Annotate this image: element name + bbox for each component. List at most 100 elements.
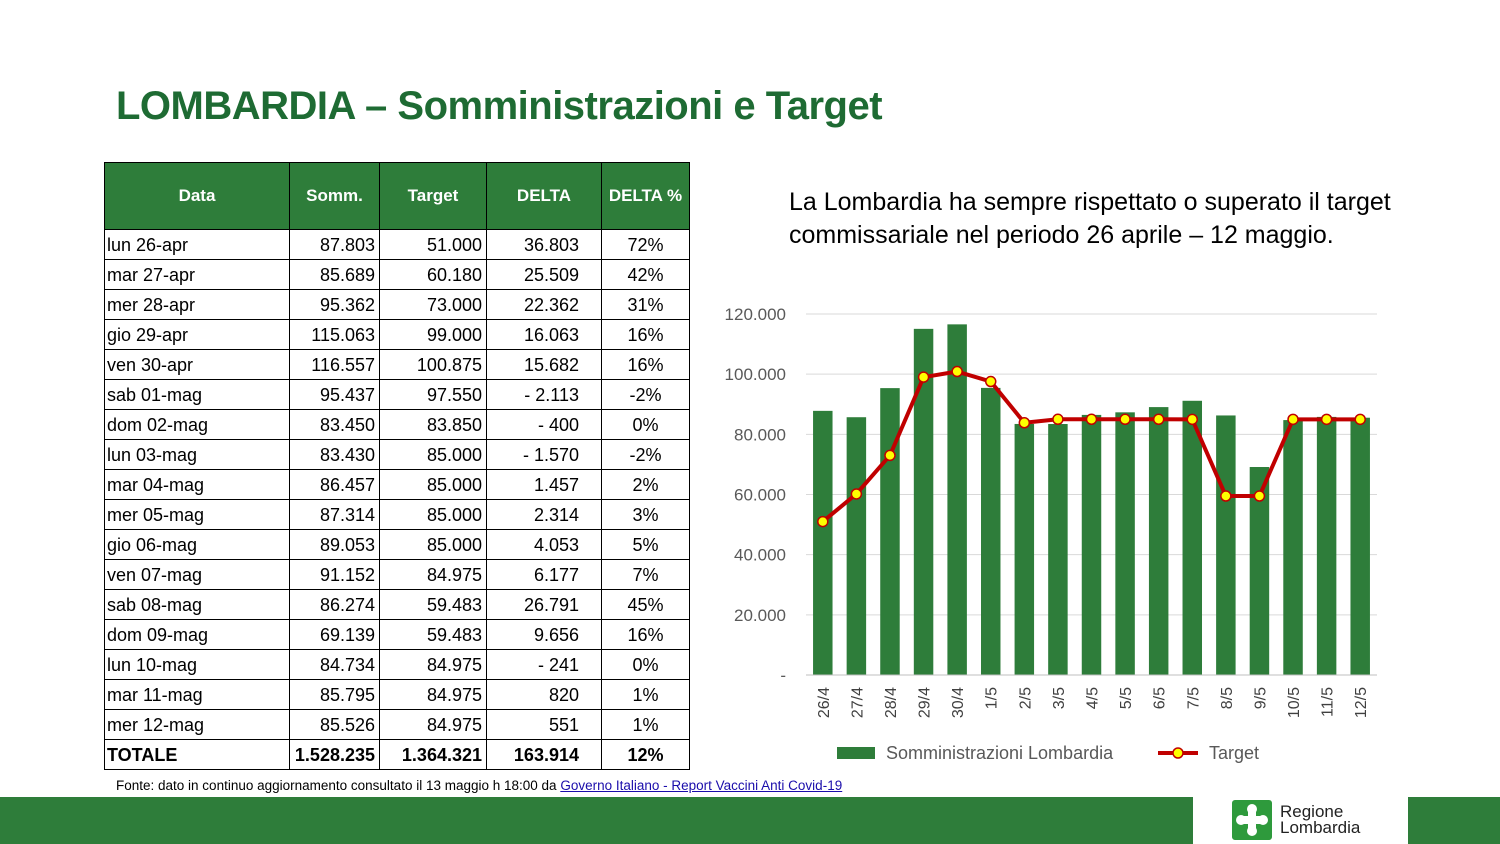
table-cell: 86.457 (289, 469, 380, 500)
table-cell: mar 27-apr (104, 259, 290, 290)
x-tick-label: 6/5 (1152, 687, 1169, 709)
source-link[interactable]: Governo Italiano - Report Vaccini Anti C… (560, 778, 843, 793)
bar (1081, 414, 1102, 675)
table-cell: sab 08-mag (104, 589, 290, 620)
legend-bar-swatch (837, 747, 875, 759)
bar (1249, 467, 1270, 675)
bar (1014, 423, 1035, 675)
table-cell: 16.063 (486, 319, 602, 350)
logo-line1: Regione (1280, 802, 1344, 821)
table-cell: - 2.113 (486, 379, 602, 410)
footer-bar-right (1408, 797, 1500, 844)
table-cell: 85.000 (379, 499, 487, 530)
table-cell: mar 11-mag (104, 679, 290, 710)
table-cell: 85.689 (289, 259, 380, 290)
x-tick-label: 12/5 (1353, 687, 1370, 718)
table-cell: 85.000 (379, 439, 487, 470)
target-point (884, 449, 896, 462)
table-cell: ven 30-apr (104, 349, 290, 380)
x-tick-label: 30/4 (950, 687, 967, 718)
table-cell: 100.875 (379, 349, 487, 380)
bar (846, 417, 867, 675)
table-cell: 91.152 (289, 559, 380, 590)
x-tick-label: 10/5 (1286, 687, 1303, 718)
table-cell: 22.362 (486, 289, 602, 320)
table-cell: 0% (601, 649, 690, 680)
x-tick-label: 3/5 (1051, 687, 1068, 709)
header-target: Target (379, 162, 487, 230)
table-cell: 3% (601, 499, 690, 530)
table-cell: 72% (601, 229, 690, 260)
x-tick-label: 29/4 (917, 687, 934, 718)
table-row: gio 06-mag 89.053 85.000 4.053 5% (104, 529, 690, 560)
table-cell: mar 04-mag (104, 469, 290, 500)
table-cell: 85.000 (379, 529, 487, 560)
table-cell: - 241 (486, 649, 602, 680)
table-cell: 16% (601, 349, 690, 380)
y-tick-label: 40.000 (734, 546, 786, 565)
target-point (951, 365, 963, 378)
footer-bar-left (0, 797, 1193, 844)
table-cell: sab 01-mag (104, 379, 290, 410)
table-row: mar 11-mag 85.795 84.975 820 1% (104, 679, 690, 710)
table-cell: 6.177 (486, 559, 602, 590)
table-cell: 551 (486, 709, 602, 740)
x-tick-label: 27/4 (849, 687, 866, 718)
table-cell: 59.483 (379, 589, 487, 620)
table-cell: 95.437 (289, 379, 380, 410)
target-point (1152, 413, 1165, 426)
total-cell: TOTALE (104, 739, 290, 770)
table-row: ven 07-mag 91.152 84.975 6.177 7% (104, 559, 690, 590)
y-tick-label: 20.000 (734, 606, 786, 625)
header-data: Data (104, 162, 290, 230)
header-somm: Somm. (289, 162, 380, 230)
x-tick-label: 8/5 (1219, 687, 1236, 709)
table-cell: 42% (601, 259, 690, 290)
table-cell: 83.430 (289, 439, 380, 470)
table-row: dom 09-mag 69.139 59.483 9.656 16% (104, 619, 690, 650)
table-cell: 1.457 (486, 469, 602, 500)
table-header-row: Data Somm. Target DELTA DELTA % (104, 162, 690, 230)
table-row: mer 05-mag 87.314 85.000 2.314 3% (104, 499, 690, 530)
table-cell: mer 05-mag (104, 499, 290, 530)
table-cell: 0% (601, 409, 690, 440)
table-cell: 87.803 (289, 229, 380, 260)
table-cell: 99.000 (379, 319, 487, 350)
bar (980, 387, 1001, 675)
header-delta: DELTA (486, 162, 602, 230)
target-point (1052, 413, 1064, 426)
target-point (1287, 413, 1299, 426)
table-cell: 115.063 (289, 319, 380, 350)
bar (1216, 415, 1236, 675)
table-cell: mer 28-apr (104, 289, 290, 320)
y-tick-label: 120.000 (725, 305, 786, 324)
table-cell: 36.803 (486, 229, 602, 260)
table-cell: 2% (601, 469, 690, 500)
bar (1148, 407, 1169, 675)
y-tick-label: 80.000 (734, 425, 786, 444)
table-cell: 87.314 (289, 499, 380, 530)
table-row: mer 12-mag 85.526 84.975 551 1% (104, 709, 690, 740)
table-total-row: TOTALE 1.528.235 1.364.321 163.914 12% (104, 739, 690, 770)
bar (1115, 412, 1135, 675)
target-point (1320, 413, 1333, 426)
table-cell: 84.975 (379, 649, 487, 680)
table-cell: 95.362 (289, 289, 380, 320)
target-point (1253, 490, 1266, 502)
table-cell: 84.734 (289, 649, 380, 680)
bar (1316, 416, 1337, 675)
target-point (817, 515, 829, 528)
table-row: sab 01-mag 95.437 97.550- 2.113 -2% (104, 379, 690, 410)
data-table: Data Somm. Target DELTA DELTA % lun 26-a… (104, 162, 690, 770)
table-cell: 25.509 (486, 259, 602, 290)
bar (913, 328, 934, 675)
table-cell: 31% (601, 289, 690, 320)
table-cell: 83.850 (379, 409, 487, 440)
total-cell: 1.528.235 (289, 739, 380, 770)
table-cell: 16% (601, 319, 690, 350)
table-cell: 16% (601, 619, 690, 650)
table-row: mar 04-mag 86.457 85.000 1.457 2% (104, 469, 690, 500)
target-point (984, 375, 997, 388)
x-tick-label: 7/5 (1185, 687, 1202, 709)
table-row: sab 08-mag 86.274 59.483 26.791 45% (104, 589, 690, 620)
